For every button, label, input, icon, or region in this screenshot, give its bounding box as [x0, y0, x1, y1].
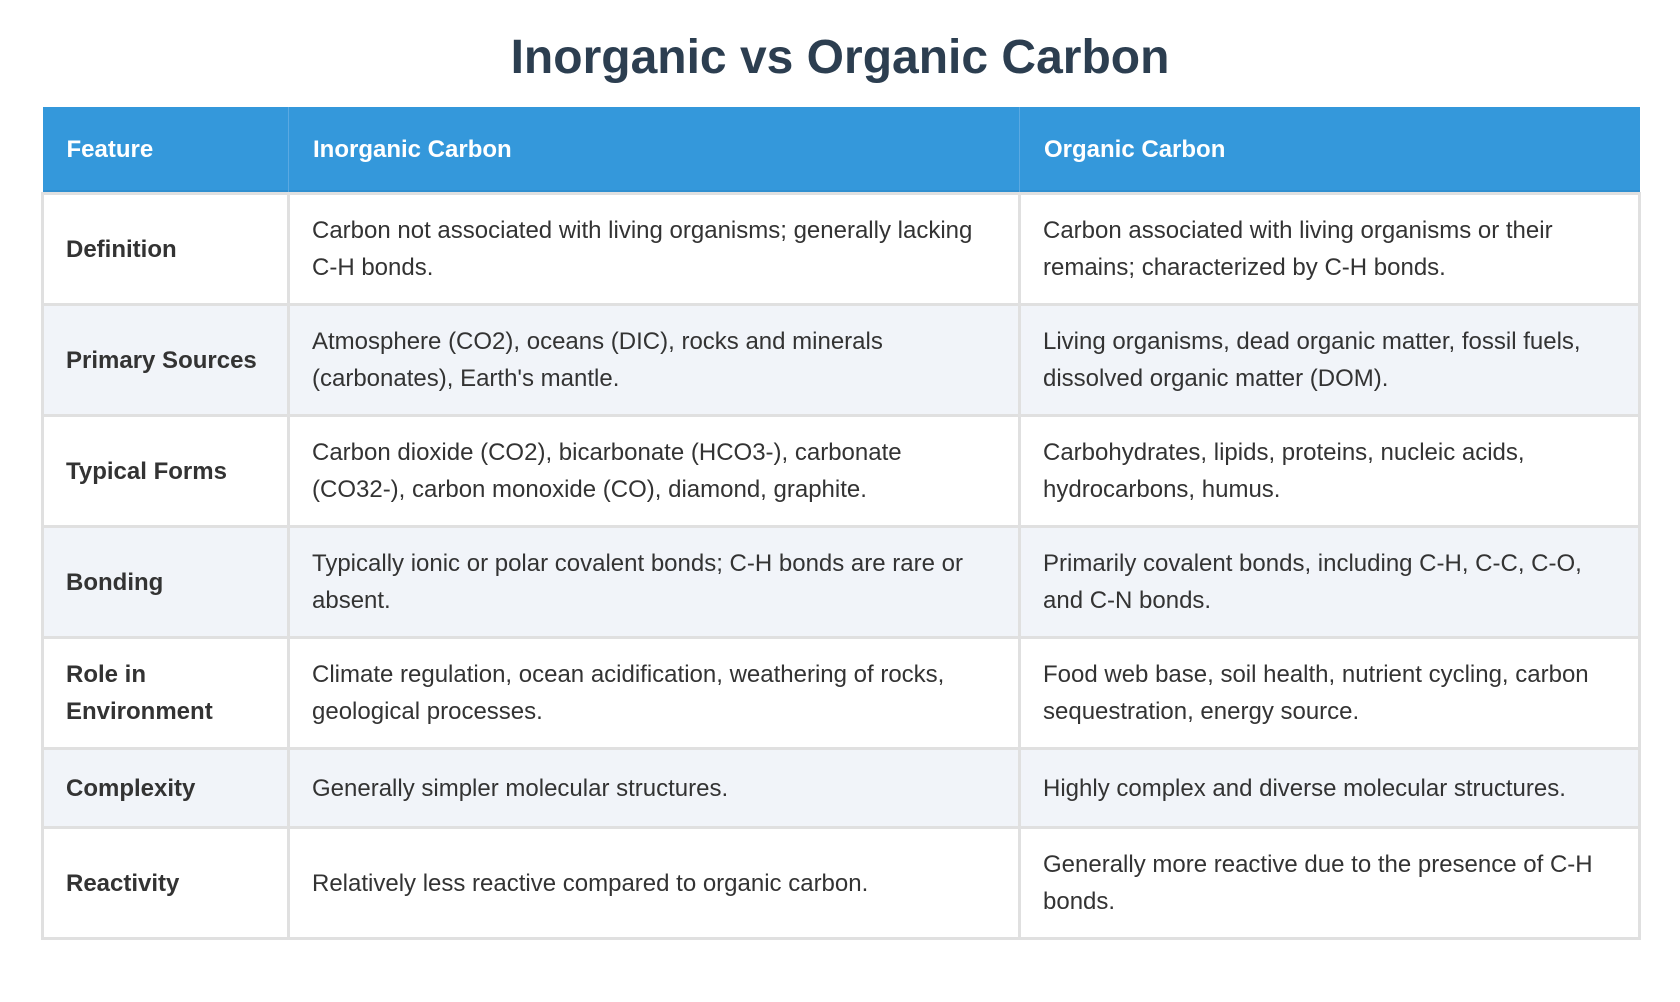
- table-row: Primary Sources Atmosphere (CO2), oceans …: [41, 303, 1641, 417]
- inorganic-cell: Typically ionic or polar covalent bonds;…: [287, 525, 1021, 639]
- table-row: Reactivity Relatively less reactive compa…: [41, 826, 1641, 940]
- feature-cell: Bonding: [41, 525, 290, 639]
- feature-cell: Reactivity: [41, 826, 290, 940]
- feature-cell: Definition: [41, 192, 290, 306]
- inorganic-cell: Climate regulation, ocean acidification,…: [287, 636, 1021, 750]
- table-row: Definition Carbon not associated with liv…: [41, 192, 1641, 306]
- feature-cell: Complexity: [41, 747, 290, 829]
- feature-cell: Role in Environment: [41, 636, 290, 750]
- inorganic-cell: Atmosphere (CO2), oceans (DIC), rocks an…: [287, 303, 1021, 417]
- inorganic-cell: Carbon not associated with living organi…: [287, 192, 1021, 306]
- table-row: Bonding Typically ionic or polar covalent…: [41, 525, 1641, 639]
- comparison-table: Feature Inorganic Carbon Organic Carbon …: [41, 107, 1641, 940]
- organic-cell: Generally more reactive due to the prese…: [1018, 826, 1641, 940]
- feature-cell: Typical Forms: [41, 414, 290, 528]
- inorganic-cell: Generally simpler molecular structures.: [287, 747, 1021, 829]
- organic-cell: Living organisms, dead organic matter, f…: [1018, 303, 1641, 417]
- inorganic-cell: Relatively less reactive compared to org…: [287, 826, 1021, 940]
- feature-cell: Primary Sources: [41, 303, 290, 417]
- organic-cell: Highly complex and diverse molecular str…: [1018, 747, 1641, 829]
- header-organic: Organic Carbon: [1019, 107, 1640, 194]
- organic-cell: Food web base, soil health, nutrient cyc…: [1018, 636, 1641, 750]
- page-title: Inorganic vs Organic Carbon: [510, 31, 1170, 84]
- table-row: Complexity Generally simpler molecular st…: [41, 747, 1641, 829]
- organic-cell: Carbohydrates, lipids, proteins, nucleic…: [1018, 414, 1641, 528]
- table-row: Role in Environment Climate regulation, o…: [41, 636, 1641, 750]
- header-inorganic: Inorganic Carbon: [288, 107, 1020, 194]
- header-feature: Feature: [42, 107, 289, 194]
- header-row: Feature Inorganic Carbon Organic Carbon: [42, 107, 1640, 194]
- organic-cell: Primarily covalent bonds, including C-H,…: [1018, 525, 1641, 639]
- table-row: Typical Forms Carbon dioxide (CO2), bicar…: [41, 414, 1641, 528]
- inorganic-cell: Carbon dioxide (CO2), bicarbonate (HCO3-…: [287, 414, 1021, 528]
- organic-cell: Carbon associated with living organisms …: [1018, 192, 1641, 306]
